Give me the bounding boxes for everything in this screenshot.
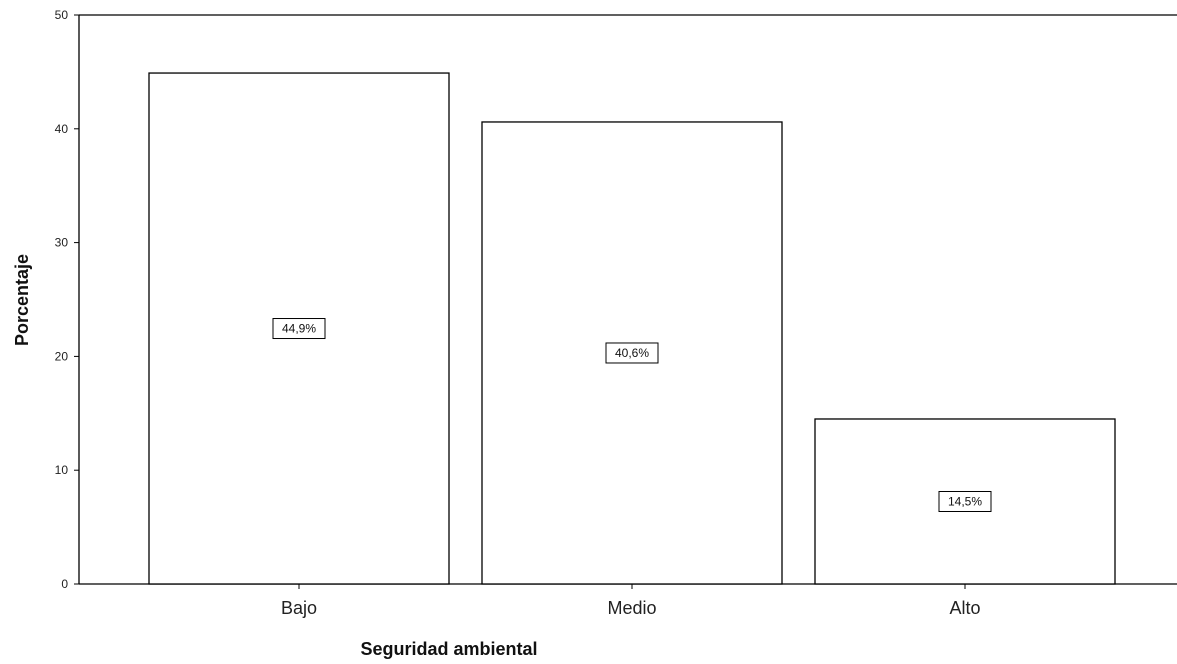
x-axis-labels: Bajo Medio Alto bbox=[281, 584, 981, 618]
y-tick-label: 0 bbox=[61, 577, 68, 591]
data-label-box bbox=[605, 342, 659, 364]
y-tick-label: 50 bbox=[55, 8, 69, 22]
y-tick-label: 20 bbox=[55, 349, 69, 363]
data-label: 14,5% bbox=[948, 494, 982, 508]
y-axis-ticks: 0 10 20 30 40 50 bbox=[55, 8, 79, 591]
x-tick-label: Medio bbox=[607, 598, 656, 618]
data-label: 40,6% bbox=[615, 346, 649, 360]
x-axis-title: Seguridad ambiental bbox=[360, 639, 537, 659]
bar-bajo bbox=[148, 72, 450, 585]
x-tick-label: Bajo bbox=[281, 598, 317, 618]
y-axis-title: Porcentaje bbox=[12, 254, 32, 346]
bars-group: 44,9% 40,6% 14,5% bbox=[148, 72, 1116, 585]
y-tick-label: 30 bbox=[55, 236, 69, 250]
data-label-box bbox=[938, 490, 992, 512]
y-tick-label: 10 bbox=[55, 463, 69, 477]
data-label-box bbox=[272, 318, 326, 340]
data-label: 44,9% bbox=[282, 322, 316, 336]
x-tick-label: Alto bbox=[949, 598, 980, 618]
y-tick-label: 40 bbox=[55, 122, 69, 136]
